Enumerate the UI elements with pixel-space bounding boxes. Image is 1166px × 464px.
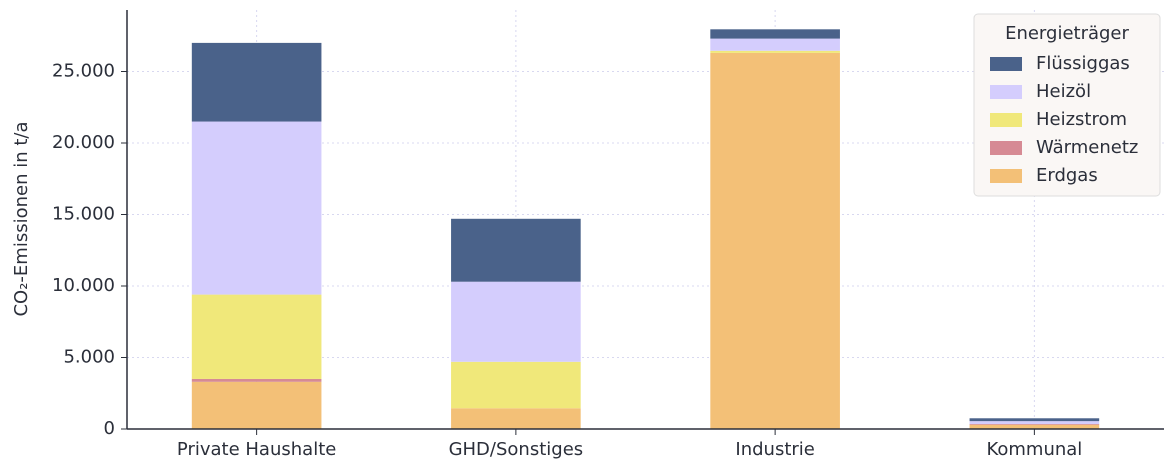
bar-segment (710, 38, 840, 51)
legend-swatch (990, 141, 1022, 155)
y-tick-label: 5.000 (63, 346, 115, 367)
y-tick-label: 15.000 (52, 203, 115, 224)
bar-segment (191, 294, 322, 379)
x-tick-label: GHD/Sonstiges (449, 439, 584, 460)
bar-segment (191, 121, 322, 295)
legend-label: Erdgas (1036, 165, 1098, 186)
bar-segment (969, 421, 1100, 424)
bar-segment (191, 378, 322, 382)
legend-title: Energieträger (1005, 23, 1129, 44)
bar-segment (451, 408, 581, 429)
bar-segment (191, 381, 322, 429)
bar-segment (710, 29, 840, 39)
legend-label: Wärmenetz (1036, 137, 1138, 158)
bar-segment (451, 218, 581, 282)
legend-label: Flüssiggas (1036, 53, 1130, 74)
bar-segment (451, 281, 581, 362)
y-tick-label: 0 (104, 418, 115, 439)
y-tick-label: 25.000 (52, 60, 115, 81)
bar-segment (969, 423, 1100, 425)
legend-swatch (990, 169, 1022, 183)
x-tick-label: Private Haushalte (177, 439, 336, 460)
y-tick-label: 20.000 (52, 132, 115, 153)
bar-segment (710, 50, 840, 53)
x-tick-label: Kommunal (986, 439, 1082, 460)
legend-swatch (990, 57, 1022, 71)
x-tick-label: Industrie (735, 439, 814, 460)
bar-segment (710, 52, 840, 429)
bar-segment (451, 361, 581, 409)
y-axis-label: CO₂-Emissionen in t/a (11, 121, 32, 316)
legend-label: Heizstrom (1036, 109, 1127, 130)
legend-label: Heizöl (1036, 81, 1091, 102)
bar-segment (969, 424, 1100, 429)
bar-segment (969, 418, 1100, 422)
legend-swatch (990, 85, 1022, 99)
bar-segment (191, 42, 322, 122)
legend-swatch (990, 113, 1022, 127)
y-tick-label: 10.000 (52, 275, 115, 296)
